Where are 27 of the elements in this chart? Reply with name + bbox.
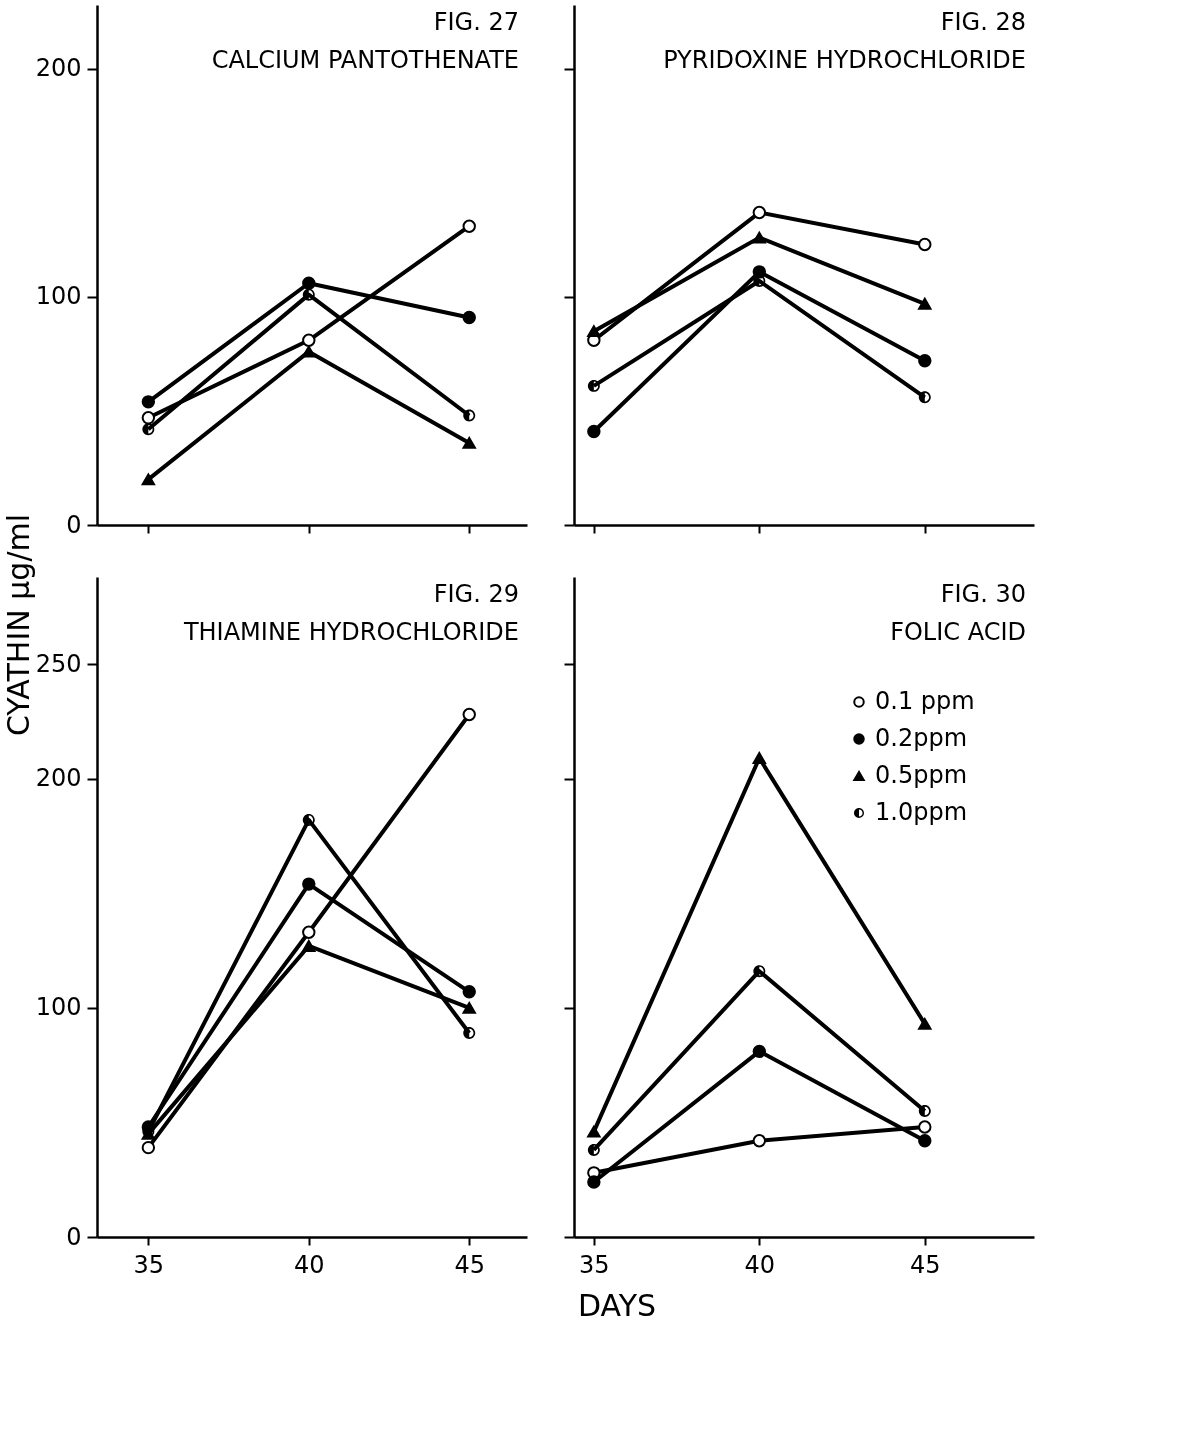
y-tick-label: 0 bbox=[66, 1222, 82, 1251]
text: THIAMINE HYDROCHLORIDE bbox=[182, 618, 519, 646]
y-tick-label: 200 bbox=[35, 764, 82, 793]
y-axis-title: CYATHIN μg/ml bbox=[1, 513, 36, 737]
text: FOLIC ACID bbox=[890, 618, 1026, 646]
x-tick-label: 35 bbox=[579, 1250, 610, 1279]
y-tick-label: 250 bbox=[35, 649, 82, 678]
text: PYRIDOXINE HYDROCHLORIDE bbox=[663, 46, 1026, 74]
chart-title: FIG. 27 bbox=[433, 8, 519, 36]
x-axis-title: DAYS bbox=[577, 1288, 657, 1323]
legend-label: 0.5ppm bbox=[875, 761, 968, 789]
x-tick-label: 40 bbox=[744, 1250, 776, 1279]
y-tick-label: 0 bbox=[66, 510, 82, 539]
chart-title: FIG. 29 bbox=[433, 580, 519, 608]
chart-title: FIG. 28 bbox=[940, 8, 1026, 36]
y-tick-label: 200 bbox=[35, 54, 82, 83]
y-tick-label: 100 bbox=[35, 993, 82, 1022]
legend-label: 1.0ppm bbox=[875, 798, 968, 826]
x-tick-label: 45 bbox=[910, 1250, 941, 1279]
y-tick-label: 100 bbox=[35, 282, 82, 311]
x-tick-label: 45 bbox=[454, 1250, 486, 1279]
chart-title: FIG. 30 bbox=[940, 580, 1026, 608]
x-tick-label: 35 bbox=[133, 1250, 165, 1279]
legend-label: 0.1 ppm bbox=[875, 687, 975, 715]
x-tick-label: 40 bbox=[294, 1250, 325, 1279]
text: CALCIUM PANTOTHENATE bbox=[211, 46, 519, 74]
legend-label: 0.2ppm bbox=[875, 724, 968, 752]
